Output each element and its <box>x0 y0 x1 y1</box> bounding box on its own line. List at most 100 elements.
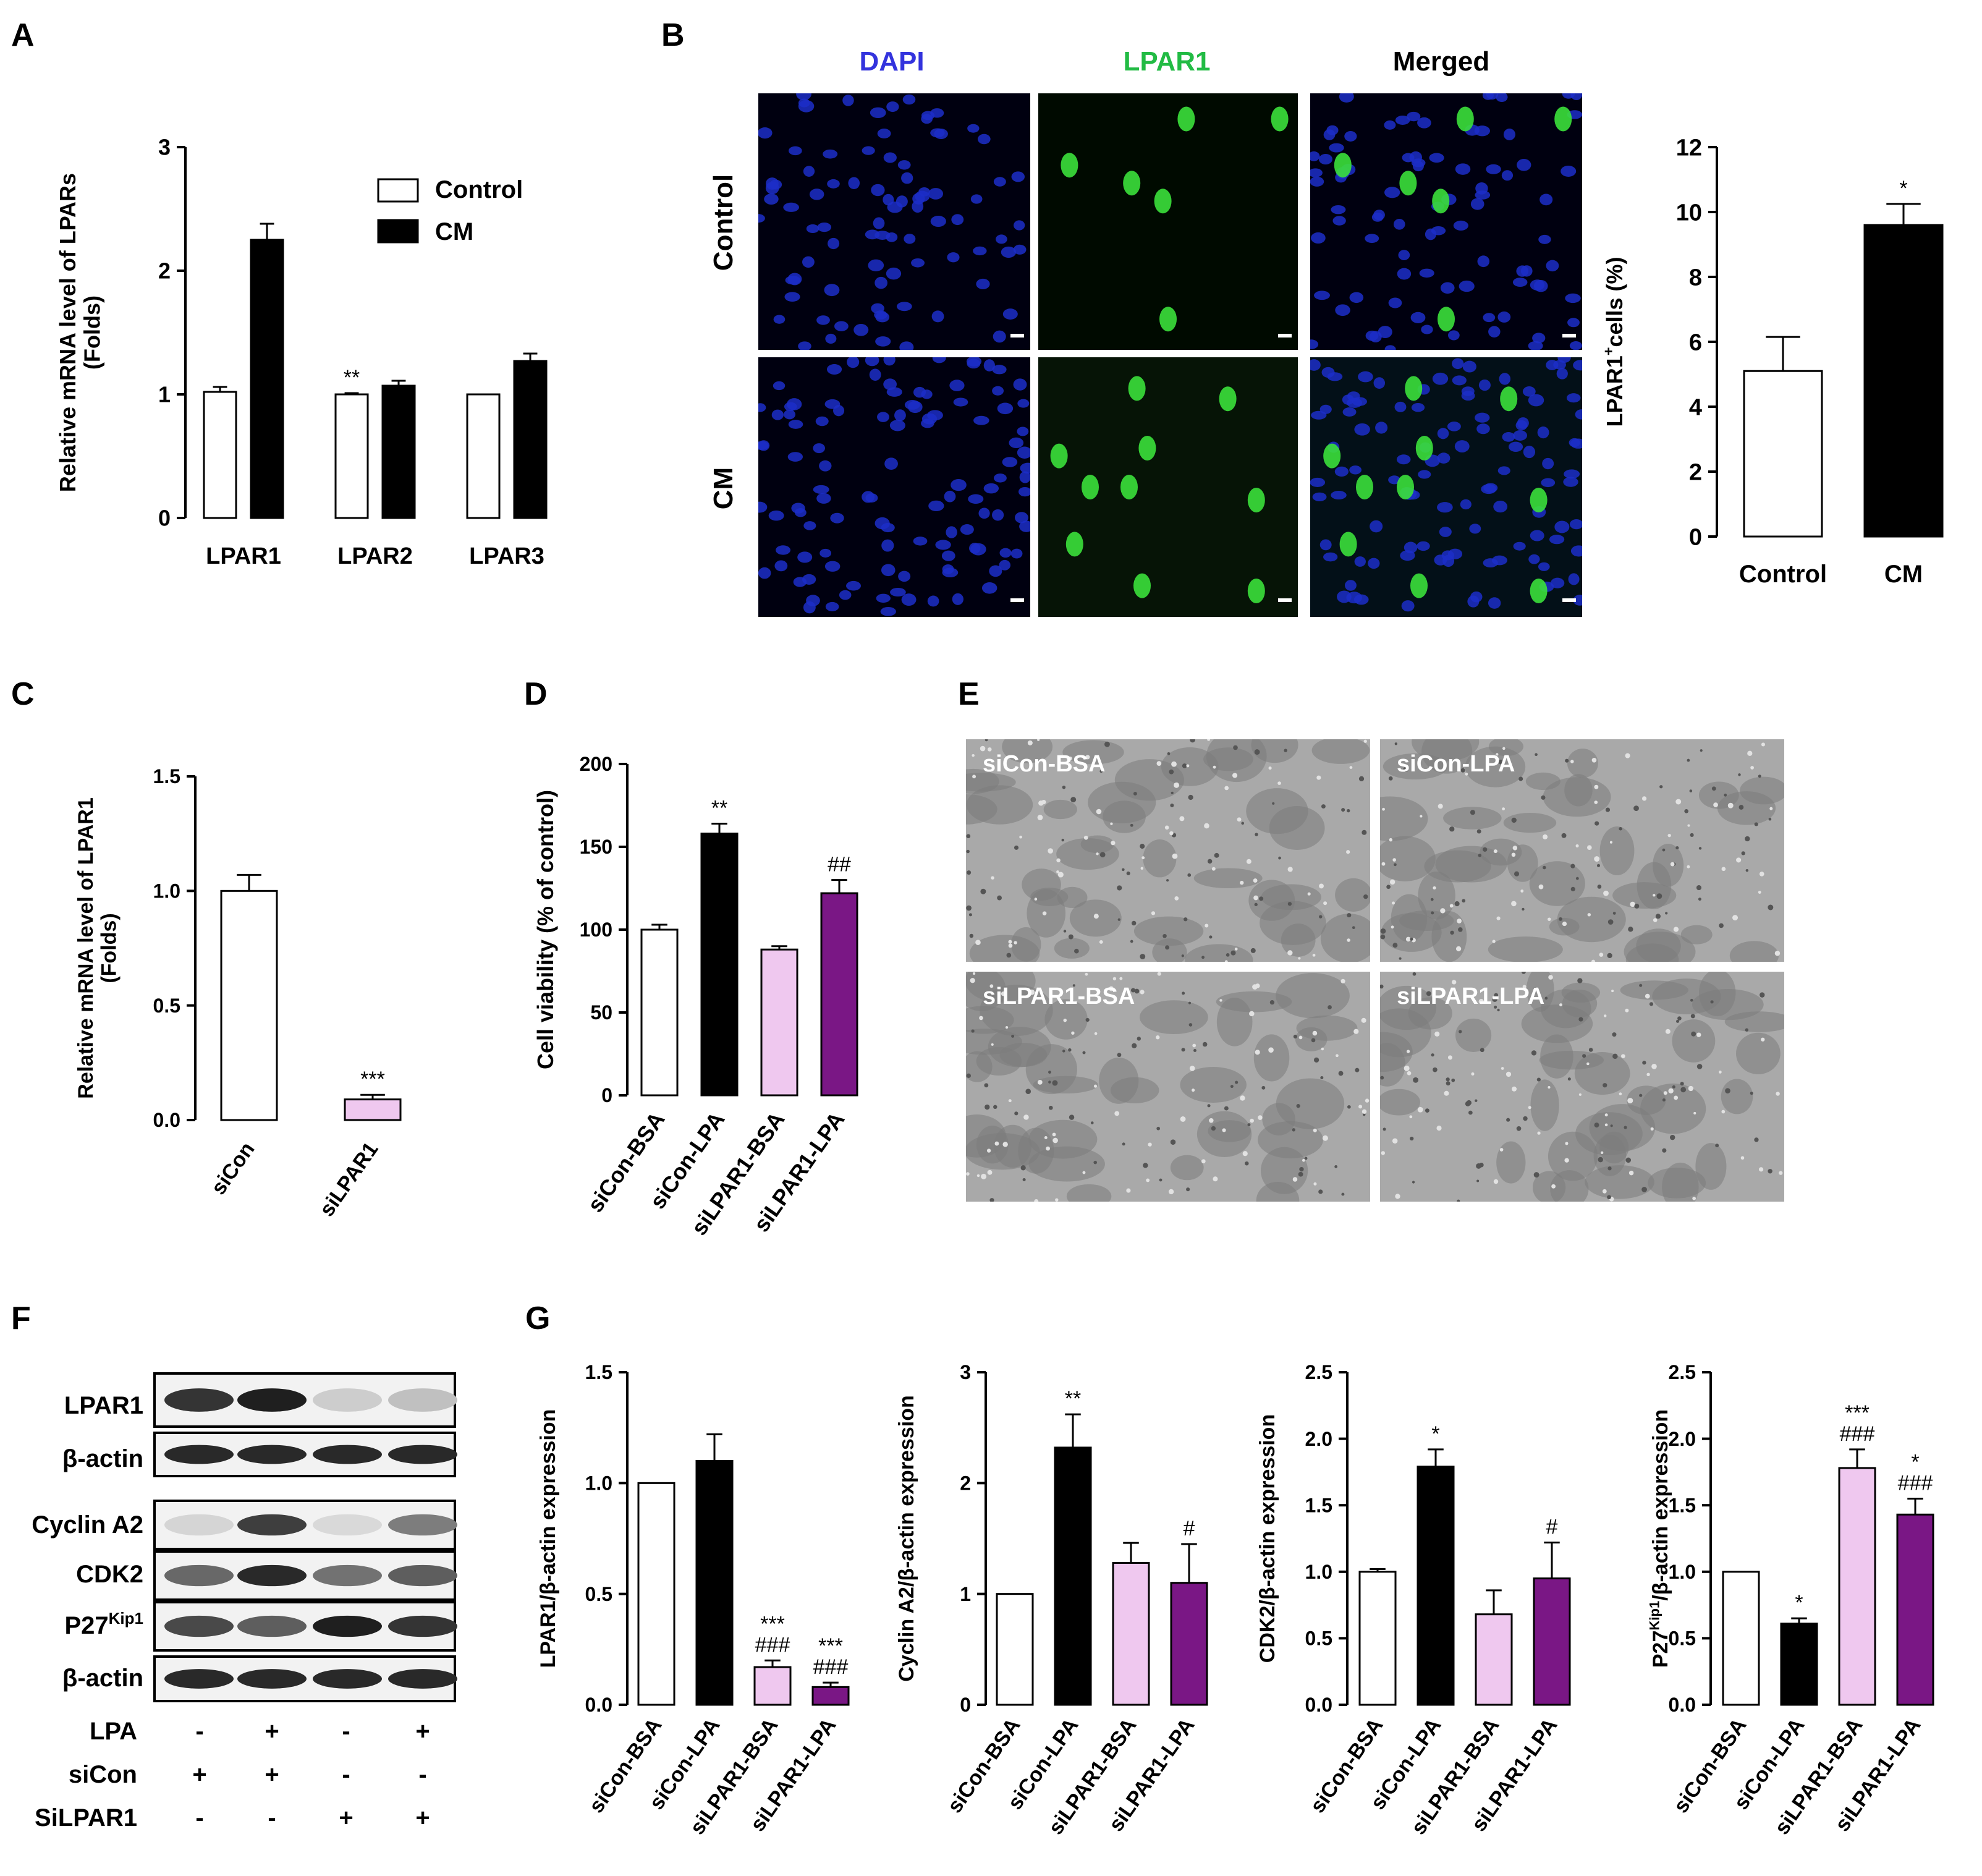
nucleus <box>1483 313 1496 323</box>
cell-speck <box>1242 1151 1248 1157</box>
cell-speck <box>1621 1054 1625 1058</box>
chart-g-cdk2-expression: 0.0 0.5 1.0 1.5 2.0 2.5 CDK2/β-actin expressio… <box>1256 1361 1571 1839</box>
nucleus <box>1017 446 1030 459</box>
cell-speck <box>1207 1104 1211 1108</box>
significance-label: # <box>1184 1517 1195 1540</box>
cell-speck <box>1600 1151 1604 1155</box>
nucleus <box>819 548 832 558</box>
cell-speck <box>1224 1106 1229 1111</box>
y-tick-label: 12 <box>1676 135 1702 161</box>
panel-e-phase-contrast: siCon-BSA siCon-LPA siLPAR1-BSA siLPAR1-… <box>966 739 1784 1202</box>
cell-speck <box>1042 911 1047 915</box>
cell-cluster <box>1561 982 1601 1003</box>
cell-speck <box>1522 907 1525 911</box>
legend-swatch-control <box>377 178 419 203</box>
cell-speck <box>1483 847 1488 852</box>
nucleus <box>931 310 944 323</box>
y-axis-label-folds: (Folds) <box>80 295 105 370</box>
cell-speck <box>1465 772 1468 776</box>
cell-speck <box>1392 1138 1398 1144</box>
cell-speck <box>1459 1030 1462 1033</box>
cell-speck <box>1278 856 1281 860</box>
nucleus <box>1537 426 1549 439</box>
nucleus <box>786 398 802 410</box>
cell-speck <box>1245 1161 1249 1166</box>
cell-speck <box>1493 1179 1499 1184</box>
nucleus <box>824 561 841 572</box>
nucleus <box>884 457 898 470</box>
treatment-sign: + <box>192 1761 206 1788</box>
nucleus <box>768 510 784 521</box>
y-tick-label: 4 <box>1689 394 1702 420</box>
cell-speck <box>1085 755 1090 760</box>
nucleus <box>826 364 842 375</box>
cell-speck <box>1320 1076 1324 1080</box>
nucleus <box>1342 407 1357 417</box>
phase-label-sicon-bsa: siCon-BSA <box>983 751 1105 777</box>
cell-speck <box>1096 852 1099 855</box>
cell-speck <box>1312 953 1316 957</box>
cell-speck <box>1659 785 1663 789</box>
cell-speck <box>1259 896 1264 901</box>
cell-speck <box>1548 1086 1551 1089</box>
cell-speck <box>1494 1005 1497 1009</box>
nucleus <box>901 593 917 606</box>
cell-cluster <box>1170 1155 1204 1181</box>
cell-speck <box>1037 739 1040 741</box>
cell-speck <box>989 1198 994 1202</box>
nucleus <box>1453 220 1468 231</box>
cell-speck <box>1224 786 1229 791</box>
cell-speck <box>1170 803 1174 807</box>
cell-speck <box>1164 825 1169 830</box>
nucleus <box>1556 368 1568 380</box>
significance-label: *** <box>760 1612 785 1636</box>
lpar1-cell <box>1356 475 1373 499</box>
nucleus <box>1019 471 1030 483</box>
treatment-sign: + <box>415 1804 430 1831</box>
panel-letter-d: D <box>524 676 548 712</box>
nucleus <box>1015 512 1028 524</box>
nucleus <box>771 409 784 420</box>
cell-speck <box>1738 773 1741 776</box>
nucleus <box>1354 556 1366 567</box>
cell-speck <box>1140 867 1144 870</box>
nucleus <box>1496 93 1508 103</box>
nucleus <box>868 259 884 271</box>
cell-speck <box>1725 1088 1730 1093</box>
cell-cluster <box>1488 936 1563 962</box>
cell-speck <box>1392 901 1395 905</box>
cell-speck <box>1250 1118 1254 1123</box>
blot-band <box>164 1514 234 1536</box>
nucleus <box>803 521 816 530</box>
cell-speck <box>1409 1115 1413 1119</box>
lpar1-cell <box>1530 488 1548 512</box>
nucleus <box>1331 205 1346 214</box>
cell-speck <box>1446 1077 1450 1082</box>
significance-label: *** <box>1845 1401 1870 1425</box>
nucleus <box>928 500 944 512</box>
cell-speck <box>1146 1178 1150 1182</box>
nucleus <box>890 588 906 597</box>
lpar1-cell <box>1415 436 1433 461</box>
nucleus <box>1440 282 1455 294</box>
nucleus <box>1410 312 1426 323</box>
cell-speck <box>1745 836 1750 842</box>
cell-cluster <box>1418 871 1455 920</box>
cell-speck <box>1537 1131 1541 1135</box>
nucleus <box>904 234 916 244</box>
nucleus <box>978 507 990 519</box>
cell-speck <box>1211 867 1216 871</box>
bar <box>1054 1446 1092 1706</box>
chart-d-cell-viability: 0 50 100 150 200 Cell viability (% of control… <box>533 753 858 1240</box>
significance-label: ### <box>813 1655 849 1679</box>
cell-speck <box>1192 1043 1196 1048</box>
nucleus <box>784 409 796 420</box>
row-label-control: Control <box>708 174 739 271</box>
cell-cluster <box>1011 927 1041 962</box>
cell-speck <box>1186 764 1190 768</box>
cell-cluster <box>966 972 1036 1003</box>
cell-cluster <box>1488 739 1524 757</box>
nucleus <box>758 403 766 412</box>
cell-speck <box>1096 809 1102 815</box>
bar <box>1533 1577 1571 1706</box>
